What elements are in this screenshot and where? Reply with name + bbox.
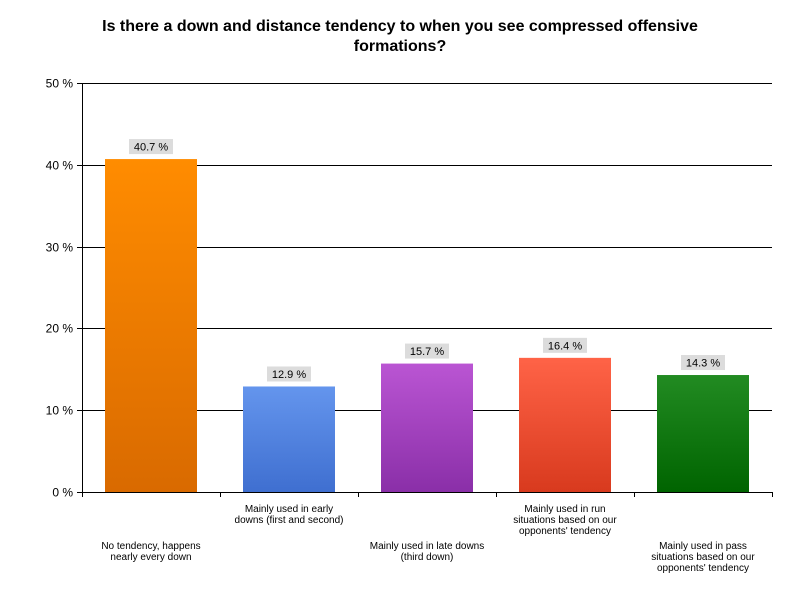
data-label: 40.7 % xyxy=(134,142,168,154)
bar-3 xyxy=(381,363,473,492)
axes xyxy=(82,83,773,497)
x-tick-label: Mainly used in late downs (third down) xyxy=(369,541,485,563)
y-tick-label: 10 % xyxy=(46,404,74,418)
x-tick-label: No tendency, happens nearly every down xyxy=(101,541,201,563)
y-axis-ticks: 0 % 10 % 20 % 30 % 40 % 50 % xyxy=(46,77,82,500)
data-label: 16.4 % xyxy=(548,340,582,352)
data-label: 12.9 % xyxy=(272,369,306,381)
data-label-box xyxy=(543,337,587,353)
bar-4 xyxy=(519,357,611,492)
data-label-box xyxy=(267,366,311,382)
y-tick-label: 0 % xyxy=(52,486,73,500)
data-labels: 40.7 % 12.9 % 15.7 % 16.4 % 14.3 % xyxy=(129,139,725,382)
data-label-box xyxy=(129,139,173,155)
data-label: 14.3 % xyxy=(686,358,720,370)
y-tick-label: 50 % xyxy=(46,77,74,91)
bar-5 xyxy=(657,375,749,492)
bar-2 xyxy=(243,386,335,492)
x-tick-label: Mainly used in run situations based on o… xyxy=(513,504,617,537)
chart-title: Is there a down and distance tendency to… xyxy=(102,18,698,55)
y-tick-label: 30 % xyxy=(46,241,74,255)
bars xyxy=(105,159,749,492)
bar-1 xyxy=(105,159,197,492)
y-tick-label: 40 % xyxy=(46,159,74,173)
y-tick-label: 20 % xyxy=(46,322,74,336)
x-tick-label: Mainly used in early downs (first and se… xyxy=(234,504,344,526)
x-tick-label: Mainly used in pass situations based on … xyxy=(651,541,755,574)
data-label: 15.7 % xyxy=(410,346,444,358)
data-label-box xyxy=(681,355,725,371)
data-label-box xyxy=(405,343,449,359)
